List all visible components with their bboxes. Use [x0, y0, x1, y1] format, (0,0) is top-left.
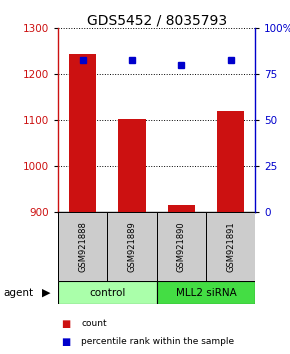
Text: count: count	[81, 319, 107, 329]
Bar	[217, 111, 244, 212]
Bar	[168, 206, 195, 212]
Title: GDS5452 / 8035793: GDS5452 / 8035793	[86, 13, 227, 27]
Bar	[69, 54, 96, 212]
Bar	[58, 212, 107, 281]
Text: agent: agent	[3, 288, 33, 298]
Text: MLL2 siRNA: MLL2 siRNA	[175, 288, 236, 298]
Bar	[157, 212, 206, 281]
Bar	[107, 212, 157, 281]
Text: GSM921890: GSM921890	[177, 222, 186, 272]
Bar	[157, 281, 255, 304]
Text: GSM921888: GSM921888	[78, 222, 87, 272]
Text: GSM921891: GSM921891	[226, 222, 235, 272]
Text: ■: ■	[61, 337, 70, 347]
Text: ■: ■	[61, 319, 70, 329]
Text: GSM921889: GSM921889	[127, 222, 137, 272]
Bar	[118, 119, 146, 212]
Bar	[58, 281, 157, 304]
Text: ▶: ▶	[42, 288, 51, 298]
Text: percentile rank within the sample: percentile rank within the sample	[81, 337, 234, 346]
Bar	[206, 212, 255, 281]
Text: control: control	[89, 288, 126, 298]
